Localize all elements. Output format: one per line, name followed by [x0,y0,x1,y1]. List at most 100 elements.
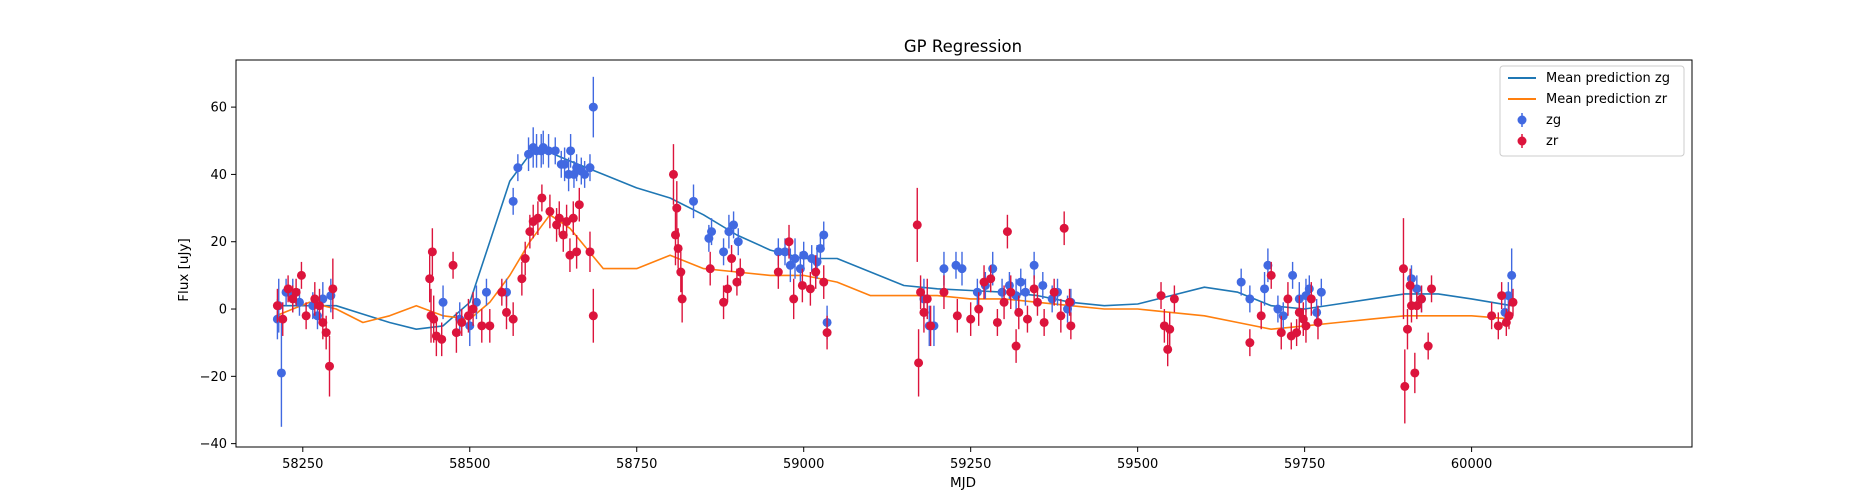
data-point-zr [463,298,473,333]
marker [1056,311,1066,321]
marker [1410,368,1420,378]
marker [485,321,495,331]
data-point-zr [819,265,829,299]
data-point-zr [588,288,598,343]
marker [310,294,320,304]
marker [966,314,976,324]
marker [1032,297,1042,307]
marker [797,280,807,290]
data-point-zr [437,322,447,357]
marker [318,317,328,327]
data-point-zr [457,309,467,336]
marker [997,287,1007,297]
data-point-zg [550,137,560,165]
marker [585,163,595,173]
marker [545,206,555,216]
data-point-zr [508,302,518,336]
data-point-zg [972,278,982,306]
marker [558,230,568,240]
y-axis: −40 −20 0 20 40 60 [200,101,236,452]
data-point-zr [585,231,595,273]
series-zr [272,144,1518,424]
marker [1497,291,1507,301]
data-point-zr [1427,275,1437,303]
marker [790,254,800,264]
marker [812,257,822,267]
marker [724,227,734,237]
marker [1304,284,1314,294]
marker [672,203,682,213]
data-point-zg [438,285,448,320]
marker [1260,284,1270,294]
marker [1236,277,1246,287]
data-point-zr [1504,302,1514,330]
data-point-zr [668,144,678,205]
data-point-zg [724,214,734,249]
marker [784,237,794,247]
marker [1402,324,1412,334]
marker [1400,381,1410,391]
data-point-zr [727,245,737,273]
marker [425,274,435,284]
data-point-zr [914,329,924,397]
marker [815,243,825,253]
marker [1038,280,1048,290]
data-point-zg [513,154,523,182]
plot-area [272,76,1518,427]
data-point-zr [1006,275,1016,310]
data-point-zr [1032,288,1042,316]
marker [926,321,936,331]
marker [457,317,467,327]
marker [1002,227,1012,237]
marker [1006,287,1016,297]
data-point-zr [1306,282,1316,316]
data-point-zr [272,288,282,323]
data-point-zg [580,160,590,188]
marker [1245,294,1255,304]
data-point-zr [1256,302,1266,330]
marker [1245,338,1255,348]
marker [799,250,809,260]
data-point-zr [1065,288,1075,316]
data-point-zg [957,251,967,286]
marker [283,284,293,294]
data-point-zr [310,282,320,316]
data-point-zr [568,201,578,235]
marker [1288,270,1298,280]
marker [811,267,821,277]
marker [1029,260,1039,270]
marker [572,247,582,257]
marker [1507,270,1517,280]
data-point-zr [912,187,922,262]
data-point-zr [922,278,932,320]
marker [733,237,743,247]
marker [1066,321,1076,331]
data-point-zg [733,228,743,256]
marker [525,227,535,237]
data-point-zr [485,309,495,343]
marker [520,254,530,264]
marker [729,220,739,230]
marker [448,260,458,270]
marker [1405,280,1415,290]
marker [1020,287,1030,297]
data-point-zr [677,275,687,323]
marker [566,146,576,156]
data-point-zr [1059,211,1069,246]
data-point-zr [574,187,584,222]
marker [1004,280,1014,290]
data-point-zr [1493,312,1503,340]
marker [719,247,729,257]
y-tick-label: 60 [210,101,227,116]
marker [272,301,282,311]
data-point-zr [735,258,745,286]
marker [513,163,523,173]
x-tick-label: 58500 [449,457,490,472]
x-tick-label: 59250 [950,457,991,472]
data-point-zr [517,261,527,296]
marker [314,301,324,311]
marker [939,264,949,274]
marker [550,146,560,156]
data-point-zr [673,228,683,269]
